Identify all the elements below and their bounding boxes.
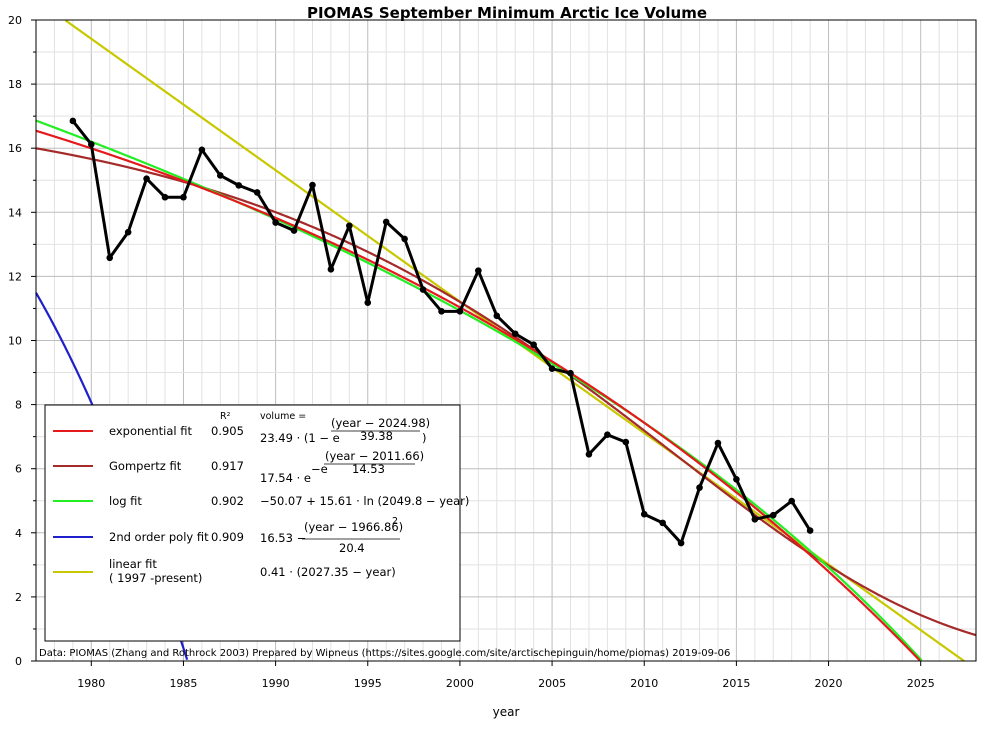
x-tick-label: 2015 <box>722 677 750 690</box>
legend-r2-poly: 0.909 <box>211 530 244 544</box>
legend-r2-gompertz: 0.917 <box>211 459 244 473</box>
y-tick-label: 2 <box>15 591 22 604</box>
x-tick-label: 2010 <box>630 677 658 690</box>
legend-r2-header: R² <box>220 411 231 422</box>
observed-point <box>382 218 390 226</box>
observed-point <box>604 431 611 439</box>
y-tick-label: 20 <box>8 14 22 27</box>
x-tick-label: 1995 <box>354 677 382 690</box>
y-tick-label: 6 <box>15 463 22 476</box>
observed-point <box>124 228 132 236</box>
legend-r2-exponential: 0.905 <box>211 424 244 438</box>
observed-series <box>69 117 814 547</box>
y-tick-label: 16 <box>8 142 22 155</box>
observed-point <box>806 527 814 534</box>
legend-label-linear-range: ( 1997 -present) <box>109 571 202 585</box>
y-tick-label: 10 <box>8 335 22 348</box>
y-tick-label: 12 <box>8 270 22 283</box>
formula-poly-power: 2 <box>392 516 398 527</box>
observed-point <box>272 219 279 226</box>
observed-point <box>327 266 335 273</box>
observed-point <box>309 181 316 189</box>
observed-point <box>751 516 759 523</box>
observed-point <box>456 308 464 315</box>
y-tick-label: 0 <box>15 655 22 668</box>
observed-point <box>548 365 556 373</box>
formula-poly-numerator: (year − 1966.86) <box>304 520 403 534</box>
observed-point <box>253 189 261 196</box>
formula-poly-prefix: 16.53 − <box>260 531 306 545</box>
x-tick-label: 1990 <box>262 677 290 690</box>
x-axis-label: year <box>493 705 520 719</box>
y-tick-label: 18 <box>8 78 22 91</box>
exponential-fit-curve <box>35 129 921 662</box>
legend-formula-header: volume = <box>260 411 306 422</box>
observed-point <box>677 539 685 547</box>
observed-point <box>530 341 537 348</box>
observed-point <box>714 439 722 447</box>
x-tick-label: 2000 <box>446 677 474 690</box>
x-tick-label: 2025 <box>907 677 935 690</box>
observed-point <box>640 510 648 518</box>
observed-point <box>696 484 703 491</box>
legend: R² volume = exponential fit 0.905 23.49 … <box>44 404 469 642</box>
formula-exponential-prefix: 23.49 · (1 − e <box>260 431 340 445</box>
observed-point <box>364 299 372 306</box>
formula-exponential-suffix: ) <box>422 431 427 445</box>
formula-log: −50.07 + 15.61 · ln (2049.8 − year) <box>260 494 469 508</box>
legend-r2-log: 0.902 <box>211 494 244 508</box>
x-tick-label: 2020 <box>815 677 843 690</box>
x-tick-label: 1985 <box>169 677 197 690</box>
formula-gompertz-denominator: 14.53 <box>352 462 385 476</box>
formula-gompertz-prefix: 17.54 · e <box>260 471 311 485</box>
legend-label-log: log fit <box>109 494 142 508</box>
legend-label-gompertz: Gompertz fit <box>109 459 182 473</box>
chart-title: PIOMAS September Minimum Arctic Ice Volu… <box>307 4 707 22</box>
y-tick-label: 8 <box>15 399 22 412</box>
observed-point <box>346 222 353 230</box>
formula-exponential-denominator: 39.38 <box>360 429 393 443</box>
legend-label-linear: linear fit <box>109 557 157 571</box>
x-tick-label: 2005 <box>538 677 566 690</box>
observed-point <box>401 235 408 243</box>
formula-gompertz-numerator: (year − 2011.66) <box>325 449 424 463</box>
observed-point <box>161 193 169 201</box>
y-tick-label: 4 <box>15 527 22 540</box>
observed-point <box>217 172 224 179</box>
y-tick-label: 14 <box>8 206 22 219</box>
observed-point <box>438 308 445 315</box>
formula-exponential-numerator: (year − 2024.98) <box>331 416 430 430</box>
x-tick-label: 1980 <box>77 677 105 690</box>
formula-gompertz-mid: −e <box>311 462 328 476</box>
observed-point <box>733 475 740 483</box>
observed-point <box>567 369 574 377</box>
formula-poly-denominator: 20.4 <box>339 541 365 555</box>
observed-point <box>511 330 519 338</box>
observed-point <box>198 146 206 154</box>
observed-point <box>180 193 187 201</box>
observed-point <box>585 450 593 458</box>
observed-point <box>235 182 243 189</box>
observed-point <box>493 312 501 320</box>
observed-point <box>475 267 482 274</box>
data-credit: Data: PIOMAS (Zhang and Rothrock 2003) P… <box>39 648 730 659</box>
observed-point <box>622 438 630 446</box>
observed-point <box>419 286 427 293</box>
log-fit-curve <box>35 119 923 662</box>
observed-point <box>143 175 150 182</box>
observed-point <box>290 227 298 234</box>
observed-point <box>87 141 95 148</box>
observed-point <box>106 254 114 262</box>
legend-label-exponential: exponential fit <box>109 424 193 438</box>
observed-point <box>659 519 666 527</box>
legend-box <box>44 404 461 642</box>
axes: 1980 1985 1990 1995 2000 2005 2010 2015 2020 2025… <box>8 14 935 690</box>
legend-label-poly: 2nd order poly fit <box>109 530 209 544</box>
formula-linear: 0.41 · (2027.35 − year) <box>260 565 396 579</box>
observed-point <box>769 511 777 519</box>
observed-point <box>69 117 77 125</box>
observed-point <box>788 497 795 505</box>
